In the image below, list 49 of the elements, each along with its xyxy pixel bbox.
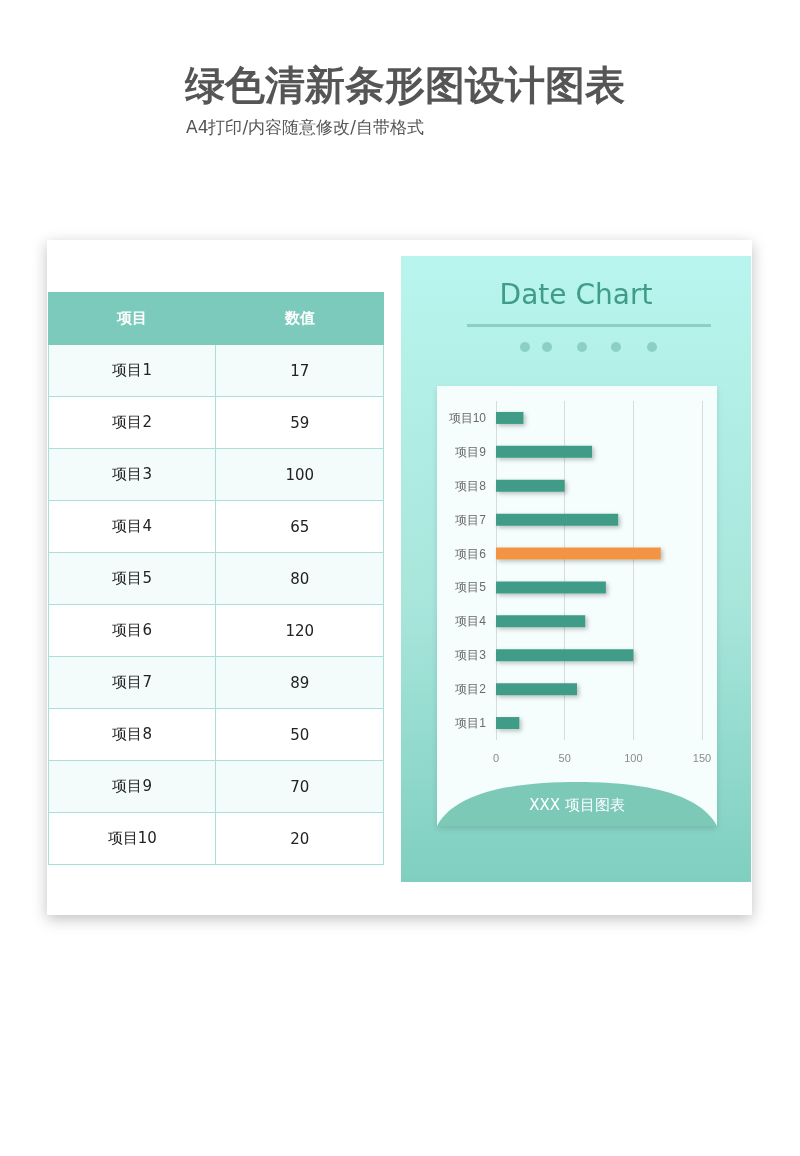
text: 项目3 [48, 448, 216, 501]
text: 89 [215, 656, 384, 709]
y-tick-label: 项目10 [448, 410, 487, 425]
y-tick-label: 项目4 [455, 614, 487, 629]
x-tick-label: 0 [492, 751, 500, 764]
text: 59 [215, 396, 384, 449]
text: 项目10 [48, 812, 216, 865]
bar [496, 513, 619, 526]
text: XXX 项目图表 [528, 795, 626, 816]
text: Date Chart [498, 277, 654, 313]
y-tick-label: 项目6 [455, 546, 487, 561]
x-tick-label: 100 [624, 751, 643, 764]
text: 65 [215, 500, 384, 553]
bar [496, 479, 565, 492]
text: 项目1 [48, 344, 216, 397]
y-tick-label: 项目3 [455, 648, 487, 663]
text: 项目9 [48, 760, 216, 813]
text: 17 [215, 344, 384, 397]
bar [496, 581, 606, 594]
y-tick-label: 项目7 [455, 512, 487, 527]
text: 项目7 [48, 656, 216, 709]
text: 100 [215, 448, 384, 501]
bar [496, 547, 661, 560]
bar [496, 445, 593, 458]
bar [496, 615, 586, 628]
bar [496, 683, 578, 696]
y-tick-label: 项目2 [455, 682, 487, 697]
text: 项目8 [48, 708, 216, 761]
text: A4打印/内容随意修改/自带格式 [186, 116, 424, 139]
text: 70 [215, 760, 384, 813]
x-tick-label: 50 [558, 751, 571, 764]
x-tick-label: 150 [692, 751, 712, 764]
bar [496, 717, 520, 730]
text: 20 [215, 812, 384, 865]
text: 80 [215, 552, 384, 605]
y-tick-label: 项目1 [455, 716, 487, 731]
y-tick-label: 项目5 [455, 580, 487, 595]
text: 数值 [215, 292, 384, 345]
chart-title: 绿色清新条形图设计图表 [185, 61, 625, 110]
text: 项目2 [48, 396, 216, 449]
text: 120 [215, 604, 384, 657]
bar [496, 411, 524, 424]
text: 项目 [48, 292, 216, 345]
bar [496, 649, 634, 662]
y-tick-label: 项目8 [455, 478, 487, 493]
text: 项目6 [48, 604, 216, 657]
text: 项目4 [48, 500, 216, 553]
y-tick-label: 项目9 [455, 444, 487, 459]
text: 项目5 [48, 552, 216, 605]
